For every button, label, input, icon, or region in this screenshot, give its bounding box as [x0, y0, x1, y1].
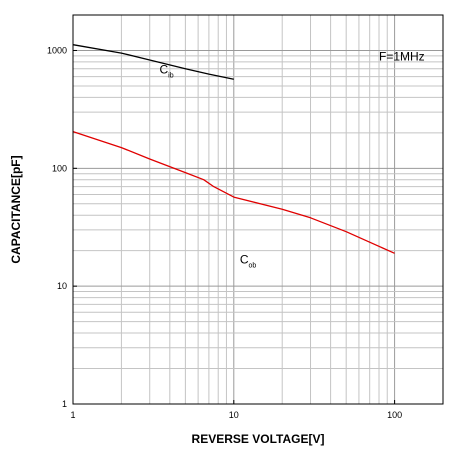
- cib-label-sub: ib: [168, 72, 174, 79]
- cob-label-sub: ob: [248, 263, 256, 270]
- y-tick-label: 100: [52, 163, 67, 173]
- grid: [73, 15, 443, 404]
- cob-label: Cob: [240, 253, 257, 270]
- x-tick-label: 100: [387, 410, 402, 420]
- x-axis-title: REVERSE VOLTAGE[V]: [192, 432, 325, 446]
- cib-label-main: C: [159, 62, 168, 76]
- y-tick-label: 10: [57, 281, 67, 291]
- cob-label-main: C: [240, 253, 249, 267]
- y-tick-label: 1000: [47, 45, 67, 55]
- x-tick-label: 10: [229, 410, 239, 420]
- frequency-label: F=1MHz: [379, 49, 425, 63]
- x-tick-label: 1: [70, 410, 75, 420]
- y-axis-title: CAPACITANCE[pF]: [9, 155, 23, 263]
- y-tick-label: 1: [62, 399, 67, 409]
